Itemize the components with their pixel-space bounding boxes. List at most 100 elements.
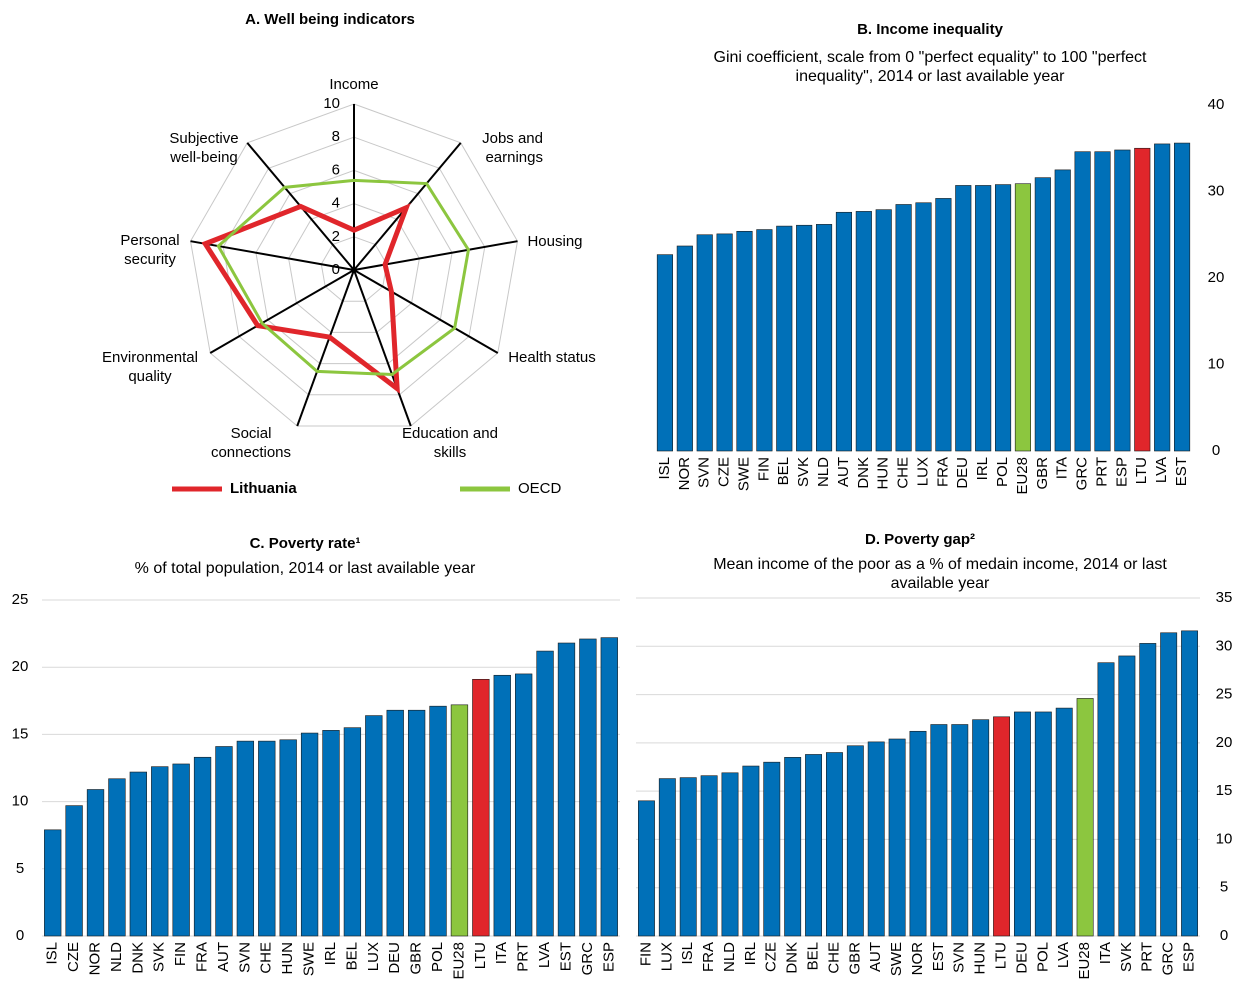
bar <box>1034 711 1052 937</box>
bar <box>855 211 872 452</box>
x-tick-label: AUT <box>835 457 852 487</box>
bar <box>1181 630 1199 937</box>
x-tick-label: NOR <box>676 457 693 491</box>
x-tick-label: ISL <box>679 942 696 965</box>
x-tick-label: BEL <box>775 457 792 485</box>
bar <box>151 766 169 937</box>
chart-title: C. Poverty rate¹ <box>250 535 361 552</box>
x-tick-label: EST <box>930 942 947 971</box>
grid-ring <box>288 203 420 333</box>
y-tick-label: 35 <box>1216 589 1233 606</box>
bar <box>700 775 718 937</box>
bar <box>44 829 62 937</box>
bar <box>1118 655 1136 937</box>
x-tick-label: FIN <box>172 942 189 966</box>
bar <box>656 254 674 452</box>
radial-tick-label: 2 <box>332 228 340 245</box>
bar <box>472 678 490 937</box>
x-tick-label: LVA <box>1055 942 1072 968</box>
x-tick-label: EU28 <box>1014 457 1031 495</box>
bar <box>236 740 255 937</box>
axis-label: Personal security <box>120 232 180 268</box>
x-tick-label: SVN <box>951 942 968 973</box>
x-tick-label: LVA <box>536 942 553 968</box>
x-tick-label: POL <box>429 942 446 972</box>
x-tick-label: CZE <box>716 457 733 487</box>
bar <box>279 739 297 937</box>
x-tick-label: GRC <box>1074 457 1091 491</box>
x-tick-label: SWE <box>888 942 905 976</box>
x-tick-label: SWE <box>735 457 752 491</box>
y-tick-label: 15 <box>12 725 29 742</box>
x-tick-label: EU28 <box>450 942 467 980</box>
x-tick-label: PRT <box>1139 942 1156 972</box>
x-tick-label: BEL <box>343 942 360 970</box>
bar <box>935 198 952 452</box>
bar <box>915 202 932 452</box>
bar <box>763 761 781 937</box>
x-tick-label: ESP <box>1113 457 1130 487</box>
y-tick-label: 5 <box>1220 879 1228 896</box>
x-tick-label: CHE <box>895 457 912 489</box>
x-tick-label: LUX <box>658 942 675 971</box>
bar <box>888 738 906 937</box>
x-tick-label: IRL <box>322 942 339 965</box>
bar <box>637 800 655 937</box>
x-tick-label: LUX <box>914 457 931 486</box>
bar <box>322 730 340 937</box>
y-tick-label: 15 <box>1216 782 1233 799</box>
chart-subtitle: % of total population, 2014 or last avai… <box>134 560 476 577</box>
bar <box>493 674 511 937</box>
y-tick-label: 5 <box>16 860 24 877</box>
x-tick-label: FRA <box>194 942 211 972</box>
chart-title: A. Well being indicators <box>245 11 415 28</box>
bar <box>258 740 276 937</box>
bar <box>721 772 739 937</box>
x-tick-label: ITA <box>1097 942 1114 964</box>
bar <box>579 638 597 937</box>
radar-line <box>201 203 411 394</box>
x-tick-label: DNK <box>129 942 146 974</box>
x-tick-label: AUT <box>215 942 232 972</box>
x-tick-label: LTU <box>1133 457 1150 484</box>
x-tick-label: PRT <box>1093 457 1110 487</box>
axis-label: Education and skills <box>402 425 498 461</box>
y-tick-label: 0 <box>16 927 24 944</box>
radial-tick-label: 0 <box>332 261 340 278</box>
bar <box>172 763 190 937</box>
axis-label: Jobs and earnings <box>482 130 543 166</box>
y-tick-label: 20 <box>12 658 29 675</box>
bar <box>1173 142 1191 452</box>
bar <box>835 211 853 452</box>
bar <box>696 234 713 452</box>
bar <box>895 204 912 452</box>
bar <box>796 224 813 452</box>
radial-tick-label: 8 <box>332 128 340 145</box>
x-tick-label: GBR <box>408 942 425 975</box>
bar <box>825 752 843 937</box>
bar <box>1014 183 1032 452</box>
bar <box>1094 151 1111 452</box>
bar <box>955 185 972 452</box>
x-tick-label: EST <box>557 942 574 971</box>
bar <box>951 724 969 937</box>
x-tick-label: CZE <box>65 942 82 972</box>
x-tick-label: DNK <box>784 942 801 974</box>
x-tick-label: FIN <box>755 457 772 481</box>
x-tick-label: SVK <box>1118 942 1135 972</box>
x-tick-label: DEU <box>954 457 971 489</box>
y-tick-label: 40 <box>1208 96 1225 113</box>
spoke <box>209 269 355 354</box>
axis-label: Environmental quality <box>102 349 198 385</box>
y-tick-label: 20 <box>1216 734 1233 751</box>
x-tick-label: ESP <box>1181 942 1198 972</box>
x-tick-label: FRA <box>700 942 717 972</box>
x-tick-label: SWE <box>301 942 318 976</box>
x-tick-label: ITA <box>493 942 510 964</box>
bar <box>515 673 533 937</box>
bar <box>108 778 126 937</box>
bar <box>1013 711 1031 937</box>
x-tick-label: LVA <box>1153 457 1170 483</box>
x-tick-label: HUN <box>279 942 296 975</box>
